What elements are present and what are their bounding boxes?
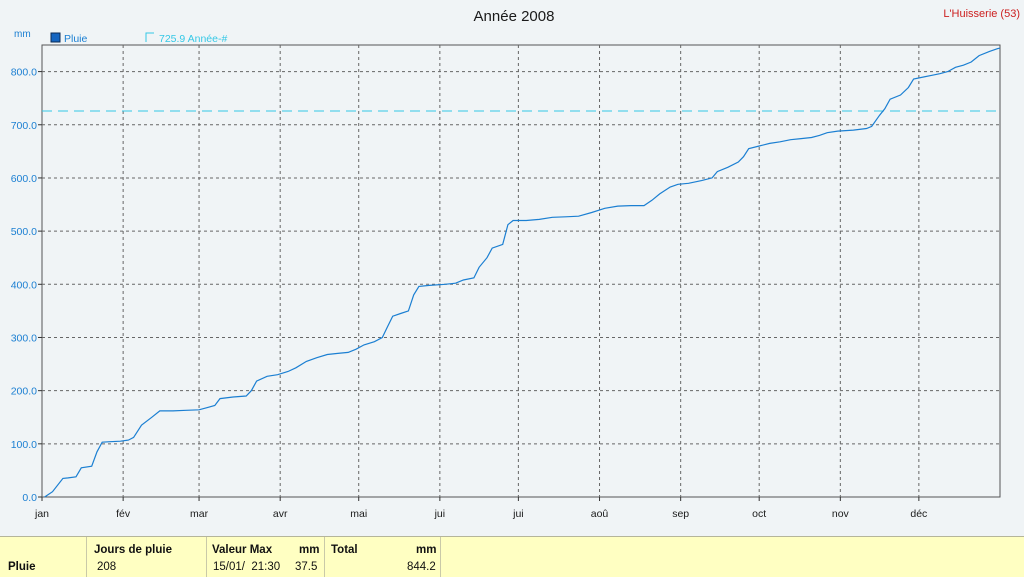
x-tick-label: déc <box>910 508 927 520</box>
x-tick-label: nov <box>832 508 850 520</box>
stats-row-label: Pluie <box>8 561 36 573</box>
jours-header: Jours de pluie <box>94 544 172 556</box>
stats-table: Pluie Jours de pluie 208 Valeur Max mm 1… <box>0 536 1024 577</box>
y-tick-label: 0.0 <box>22 492 37 504</box>
valmax-value: 37.5 <box>295 561 318 573</box>
y-tick-label: 100.0 <box>11 439 37 451</box>
x-tick-label: mai <box>350 508 367 520</box>
legend-swatch-pluie <box>50 32 61 43</box>
legend-marker-reference <box>145 32 154 42</box>
legend: Pluie 725.9 Année-# <box>50 32 227 45</box>
y-tick-label: 200.0 <box>11 386 37 398</box>
valmax-unit: mm <box>299 544 320 556</box>
series-line-pluie <box>44 47 1001 498</box>
legend-label-reference: 725.9 Année-# <box>159 33 227 45</box>
grid <box>42 45 1000 497</box>
y-tick-label: 400.0 <box>11 279 37 291</box>
valmax-cell: Valeur Max mm 15/01/ 21:30 37.5 <box>207 537 325 577</box>
chart-title: Année 2008 <box>474 8 555 25</box>
total-value: 844.2 <box>407 561 436 573</box>
total-unit: mm <box>416 544 437 556</box>
x-tick-label: mar <box>190 508 209 520</box>
y-tick-label: 700.0 <box>11 120 37 132</box>
total-cell: Total mm 844.2 <box>325 537 441 577</box>
y-tick-label: 800.0 <box>11 67 37 79</box>
x-tick-label: avr <box>273 508 288 520</box>
y-axis-unit: mm <box>14 29 31 40</box>
valmax-header: Valeur Max <box>212 544 273 556</box>
total-header: Total <box>331 544 358 556</box>
y-tick-label: 600.0 <box>11 173 37 185</box>
x-tick-label: jan <box>34 508 49 520</box>
valmax-date: 15/01/ 21:30 <box>213 561 281 573</box>
stats-row-label-cell: Pluie <box>0 537 87 577</box>
x-tick-label: oct <box>752 508 766 520</box>
x-tick-label: jui <box>512 508 524 520</box>
x-axis: jan fév mar avr mai jui jui aoû sep oct nov déc <box>34 497 927 520</box>
station-name: L'Huisserie (53) <box>943 8 1020 20</box>
plot-area <box>41 44 1001 498</box>
x-tick-label: sep <box>672 508 689 520</box>
x-tick-label: fév <box>116 508 131 520</box>
y-tick-label: 500.0 <box>11 226 37 238</box>
x-tick-label: jui <box>434 508 446 520</box>
jours-cell: Jours de pluie 208 <box>87 537 207 577</box>
y-tick-label: 300.0 <box>11 332 37 344</box>
y-axis: 0.0 100.0 200.0 300.0 400.0 500.0 600.0 700.0 80… <box>11 67 42 504</box>
rainfall-chart: Année 2008 L'Huisserie (53) mm Pluie 725… <box>11 8 1020 520</box>
x-tick-label: aoû <box>591 508 609 520</box>
jours-value: 208 <box>97 561 117 573</box>
legend-label-pluie: Pluie <box>64 33 88 45</box>
